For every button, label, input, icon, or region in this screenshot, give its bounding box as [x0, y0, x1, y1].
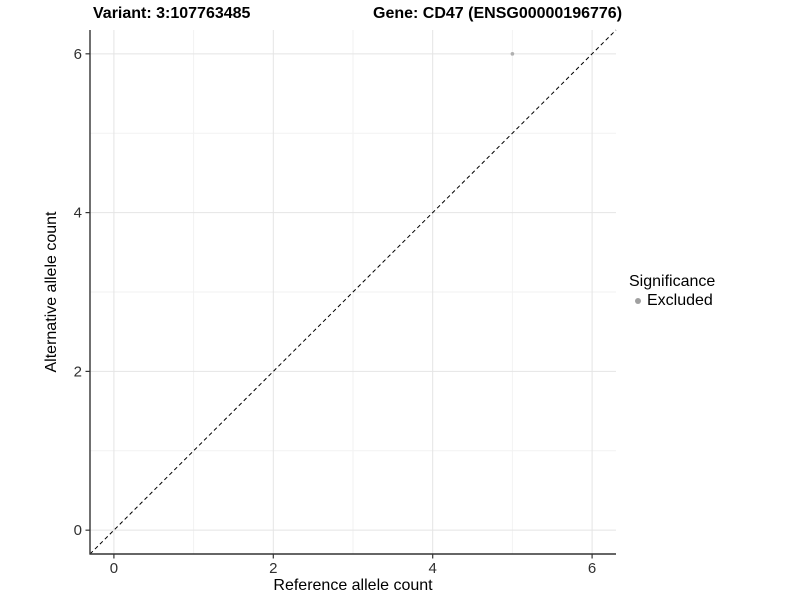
- legend: Significance Excluded: [629, 272, 715, 309]
- x-tick-label: 6: [588, 560, 596, 577]
- y-tick-label: 6: [74, 46, 82, 63]
- legend-item-label: Excluded: [647, 291, 713, 309]
- variant-title: Variant: 3:107763485: [93, 5, 251, 22]
- x-tick-label: 0: [110, 560, 118, 577]
- legend-item-excluded: Excluded: [629, 292, 715, 309]
- y-tick-label: 0: [74, 522, 82, 539]
- identity-reference-line: [89, 29, 617, 555]
- x-axis-title: Reference allele count: [273, 577, 433, 594]
- data-point: [510, 52, 515, 56]
- legend-key: [629, 292, 646, 309]
- legend-point-icon: [634, 297, 641, 304]
- gene-title: Gene: CD47 (ENSG00000196776): [373, 5, 623, 22]
- x-tick-label: 4: [429, 560, 437, 577]
- y-tick-label: 4: [74, 205, 82, 222]
- x-tick-label: 2: [269, 560, 277, 577]
- legend-title: Significance: [629, 273, 716, 290]
- y-tick-label: 2: [74, 363, 82, 380]
